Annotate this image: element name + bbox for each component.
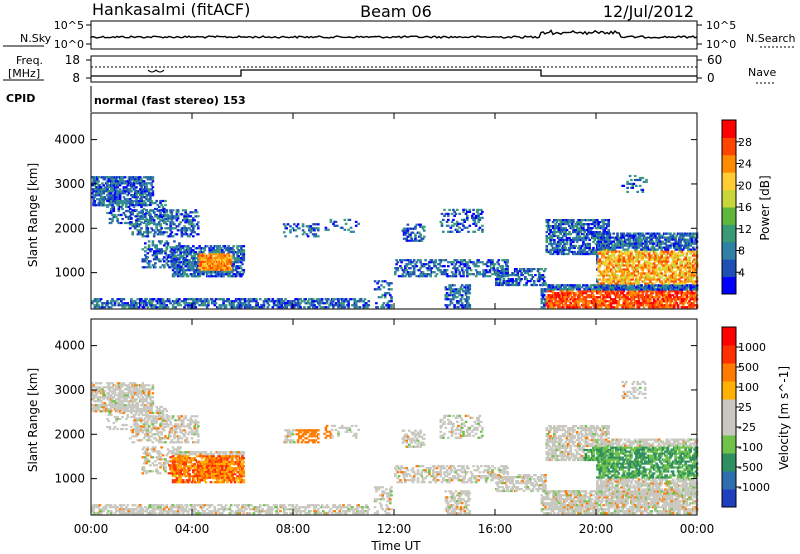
freq-panel-ticks bbox=[86, 59, 702, 79]
colorbar-swatch bbox=[722, 120, 736, 138]
noise-search-label: N.Search bbox=[746, 32, 796, 45]
colorbar-tick-label: 24 bbox=[738, 158, 752, 171]
colorbar-swatch bbox=[722, 489, 736, 508]
noise-right-tick-low: 10^0 bbox=[706, 38, 736, 51]
velocity-y-ticks: 1000 2000 3000 4000 bbox=[54, 339, 697, 486]
colorbar-tick-label: 20 bbox=[738, 179, 752, 192]
nave-label: Nave bbox=[748, 66, 776, 79]
power-colorbar-ticks: 4 8 12 16 20 24 28 bbox=[736, 136, 752, 279]
nave-tick-high: 60 bbox=[707, 53, 722, 67]
date-title: 12/Jul/2012 bbox=[603, 2, 694, 21]
colorbar-tick-label: -25 bbox=[738, 421, 756, 434]
x-tick-label: 12:00 bbox=[377, 522, 412, 536]
velocity-colorbar-ticks: 1000 500 100 25 -25 -100 -500 -1000 bbox=[736, 341, 770, 494]
time-axis-label: Time UT bbox=[370, 539, 421, 553]
colorbar-swatch bbox=[722, 137, 736, 156]
colorbar-tick-label: -1000 bbox=[738, 481, 770, 494]
colorbar-tick-label: 16 bbox=[738, 201, 752, 214]
x-tick-label: 04:00 bbox=[175, 522, 210, 536]
y-tick-label: 3000 bbox=[54, 383, 85, 397]
colorbar-tick-label: 25 bbox=[738, 401, 752, 414]
colorbar-swatch bbox=[722, 172, 736, 191]
colorbar-swatch bbox=[722, 276, 736, 295]
velocity-colorbar-frame bbox=[721, 326, 737, 508]
colorbar-tick-label: -500 bbox=[738, 461, 763, 474]
power-y-ticks: 1000 2000 3000 4000 bbox=[54, 133, 697, 280]
y-tick-label: 1000 bbox=[54, 266, 85, 280]
noise-panel-frame bbox=[90, 20, 698, 50]
beam-title: Beam 06 bbox=[360, 2, 432, 21]
y-tick-label: 4000 bbox=[54, 339, 85, 353]
colorbar-swatch bbox=[722, 327, 736, 346]
colorbar-swatch bbox=[722, 259, 736, 278]
power-colorbar-label: Power [dB] bbox=[758, 175, 772, 240]
noise-panel-ticks bbox=[86, 24, 702, 45]
noise-sky-trace bbox=[90, 29, 698, 39]
colorbar-swatch bbox=[722, 154, 736, 173]
freq-panel-frame bbox=[90, 55, 698, 83]
noise-right-tick-high: 10^5 bbox=[706, 19, 736, 32]
colorbar-swatch bbox=[722, 363, 736, 382]
velocity-colorbar bbox=[722, 327, 736, 508]
freq-glitch-mark bbox=[147, 69, 165, 73]
cpid-label: CPID bbox=[6, 92, 35, 105]
x-tick-label: 16:00 bbox=[478, 522, 513, 536]
velocity-x-ticks: 00:00 04:00 08:00 12:00 16:00 20:00 00:00 bbox=[74, 319, 715, 536]
colorbar-swatch bbox=[722, 453, 736, 472]
x-tick-label: 20:00 bbox=[579, 522, 614, 536]
power-x-ticks bbox=[90, 113, 698, 309]
freq-label-2: [MHz] bbox=[8, 67, 40, 80]
freq-tick-low: 8 bbox=[72, 71, 80, 85]
nave-tick-low: 0 bbox=[707, 71, 715, 85]
y-tick-label: 1000 bbox=[54, 472, 85, 486]
colorbar-tick-label: 12 bbox=[738, 223, 752, 236]
y-tick-label: 4000 bbox=[54, 133, 85, 147]
colorbar-swatch bbox=[722, 189, 736, 208]
power-ylabel: Slant Range [km] bbox=[26, 163, 40, 267]
x-tick-label: 08:00 bbox=[276, 522, 311, 536]
y-tick-label: 2000 bbox=[54, 221, 85, 235]
noise-left-tick-high: 10^5 bbox=[54, 19, 84, 32]
colorbar-tick-label: 4 bbox=[738, 266, 745, 279]
station-title: Hankasalmi (fitACF) bbox=[92, 0, 250, 19]
freq-tick-high: 18 bbox=[65, 53, 80, 67]
noise-sky-label: N.Sky bbox=[20, 32, 52, 45]
colorbar-swatch bbox=[722, 345, 736, 364]
colorbar-swatch bbox=[722, 417, 736, 436]
colorbar-swatch bbox=[722, 207, 736, 225]
colorbar-swatch bbox=[722, 241, 736, 260]
colorbar-tick-label: 500 bbox=[738, 361, 759, 374]
x-tick-label: 00:00 bbox=[680, 522, 715, 536]
freq-trace bbox=[91, 69, 697, 77]
colorbar-swatch bbox=[722, 224, 736, 243]
colorbar-swatch bbox=[722, 381, 736, 400]
colorbar-swatch bbox=[722, 471, 736, 490]
y-tick-label: 2000 bbox=[54, 427, 85, 441]
colorbar-tick-label: 28 bbox=[738, 136, 752, 149]
colorbar-tick-label: 100 bbox=[738, 381, 759, 394]
velocity-heatmap bbox=[91, 380, 699, 515]
power-colorbar bbox=[722, 120, 736, 295]
colorbar-swatch bbox=[722, 399, 736, 418]
cpid-mode-text: normal (fast stereo) 153 bbox=[94, 94, 246, 107]
colorbar-swatch bbox=[722, 435, 736, 454]
power-heatmap bbox=[91, 174, 699, 309]
velocity-ylabel: Slant Range [km] bbox=[26, 368, 40, 472]
colorbar-tick-label: 1000 bbox=[738, 341, 766, 354]
y-tick-label: 3000 bbox=[54, 177, 85, 191]
noise-left-tick-low: 10^0 bbox=[54, 38, 84, 51]
x-tick-label: 00:00 bbox=[74, 522, 109, 536]
velocity-colorbar-label: Velocity [m s^-1] bbox=[777, 366, 791, 470]
freq-label-1: Freq. bbox=[16, 54, 43, 67]
colorbar-tick-label: 8 bbox=[738, 245, 745, 258]
colorbar-tick-label: -100 bbox=[738, 441, 763, 454]
